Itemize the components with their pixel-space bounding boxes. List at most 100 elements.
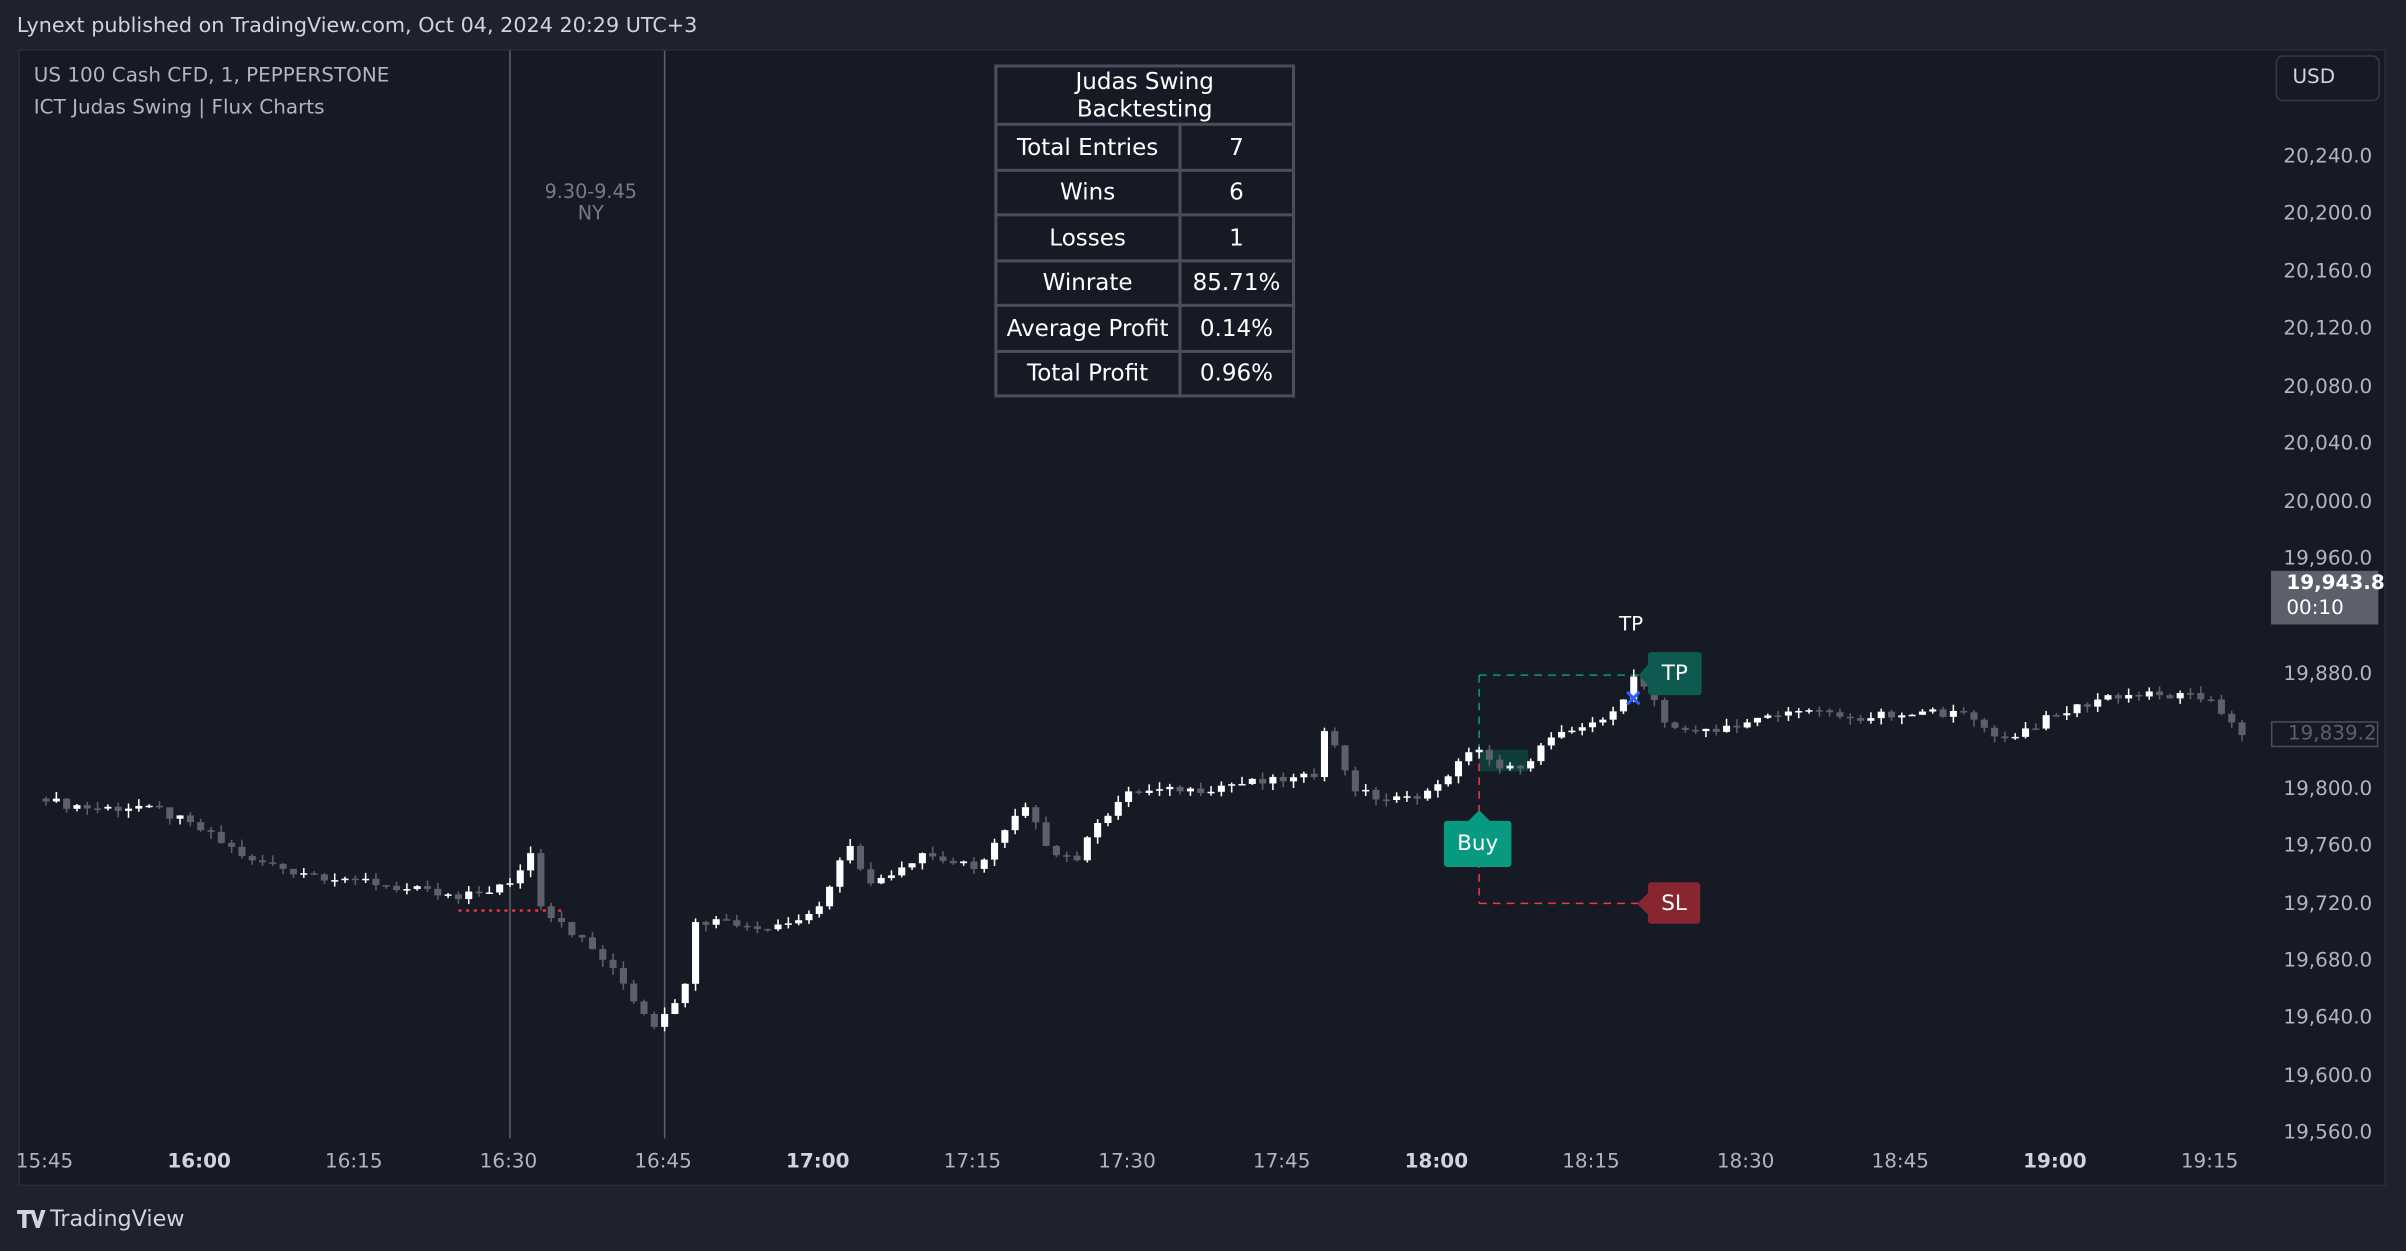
candle-down	[1826, 710, 1834, 713]
row-label: Wins	[994, 168, 1181, 217]
candle-up	[1753, 717, 1762, 723]
candle-up	[918, 853, 926, 864]
candle-down	[1052, 845, 1060, 856]
candle-up	[1599, 719, 1607, 723]
candle-down	[949, 860, 957, 864]
candle-up	[2063, 713, 2071, 716]
candle-up	[1444, 776, 1452, 785]
price-tick: 20,160.0	[2283, 260, 2373, 284]
row-value: 0.14%	[1177, 303, 1296, 353]
candle-down	[2238, 722, 2246, 736]
candle-down	[2156, 691, 2164, 696]
candle-down	[557, 918, 566, 923]
row-value: 6	[1177, 168, 1296, 217]
candle-up	[135, 805, 143, 809]
candle-up	[1588, 722, 1597, 728]
row-value: 85.71%	[1177, 258, 1296, 307]
candle-up	[1228, 784, 1236, 786]
candle-down	[423, 886, 432, 889]
candle-up	[1795, 710, 1803, 713]
backtest-table: Judas Swing Backtesting Total Entries 7 Wi…	[994, 64, 1296, 398]
candle-down	[588, 937, 596, 950]
candle-up	[846, 845, 854, 861]
candle-up	[1166, 786, 1174, 790]
row-label: Total Profit	[994, 349, 1181, 398]
candle-up	[516, 870, 524, 884]
table-title: Judas Swing Backtesting	[994, 64, 1296, 126]
price-tick: 20,080.0	[2283, 375, 2373, 399]
time-tick: 19:00	[2023, 1150, 2087, 1174]
candle-down	[547, 906, 555, 919]
candle-up	[2073, 704, 2081, 714]
candle-up	[836, 860, 844, 887]
candle-down	[537, 853, 545, 907]
candle-up	[413, 886, 421, 890]
candle-down	[1671, 722, 1679, 728]
candle-down	[1382, 799, 1390, 801]
candle-down	[310, 873, 318, 875]
candle-down	[856, 845, 865, 870]
candle-down	[2083, 704, 2091, 707]
candle-down	[599, 949, 607, 960]
candle-up	[1547, 737, 1555, 746]
candle-down	[1815, 710, 1823, 712]
candle-down	[1887, 711, 1896, 718]
candle-up	[692, 922, 700, 984]
candles-plot	[42, 50, 2246, 1139]
candle-down	[1197, 788, 1205, 794]
candle-up	[1929, 709, 1937, 712]
candle-down	[1980, 719, 1988, 728]
symbol-legend[interactable]: US 100 Cash CFD, 1, PEPPERSTONE	[33, 64, 390, 88]
candle-down	[929, 853, 937, 857]
time-tick: 19:15	[2180, 1150, 2239, 1174]
candle-up	[887, 875, 895, 878]
candle-down	[1970, 712, 1978, 720]
candle-down	[1960, 710, 1968, 713]
stop-loss-label[interactable]: SL	[1647, 882, 1701, 924]
candle-up	[1011, 815, 1019, 831]
candle-up	[1877, 711, 1885, 719]
candle-up	[784, 923, 792, 925]
candle-up	[991, 842, 999, 860]
take-profit-label[interactable]: TP	[1647, 652, 1702, 696]
candle-down	[2135, 694, 2143, 697]
currency-button[interactable]: USD	[2275, 55, 2380, 102]
candle-down	[867, 869, 875, 884]
candle-down	[2207, 699, 2215, 701]
indicator-legend[interactable]: ICT Judas Swing | Flux Charts	[33, 96, 325, 120]
candle-down	[1991, 727, 1999, 737]
session-label: 9.30-9.45 NY	[529, 180, 652, 224]
candle-down	[2197, 693, 2205, 700]
candle-up	[1186, 788, 1194, 792]
candle-up	[145, 805, 153, 808]
candle-down	[1259, 778, 1267, 784]
candle-down	[2114, 695, 2122, 699]
candle-down	[568, 922, 576, 936]
candle-down	[289, 868, 298, 875]
candle-down	[63, 798, 71, 809]
tradingview-logo[interactable]: 𝐓𝐕 TradingView	[17, 1206, 185, 1234]
candle-up	[1269, 776, 1277, 784]
candle-up	[1155, 789, 1164, 791]
candle-up	[1764, 715, 1772, 718]
candle-up	[2094, 699, 2102, 707]
candle-down	[619, 968, 627, 984]
candle-up	[1723, 725, 1731, 732]
candle-up	[73, 805, 81, 809]
candle-down	[1310, 773, 1318, 778]
candle-up	[877, 877, 885, 884]
row-label: Losses	[994, 213, 1181, 262]
candle-up	[1083, 837, 1091, 861]
candle-up	[1578, 727, 1586, 731]
price-tick: 19,600.0	[2283, 1064, 2373, 1088]
candle-up	[774, 924, 782, 930]
row-value: 1	[1177, 213, 1296, 262]
price-tick: 20,240.0	[2283, 145, 2373, 169]
candle-up	[1619, 699, 1627, 712]
buy-signal-label[interactable]: Buy	[1443, 820, 1512, 867]
time-tick: 16:00	[167, 1150, 231, 1174]
candle-down	[733, 920, 741, 926]
time-tick: 18:00	[1404, 1150, 1469, 1174]
candle-up	[795, 920, 803, 924]
